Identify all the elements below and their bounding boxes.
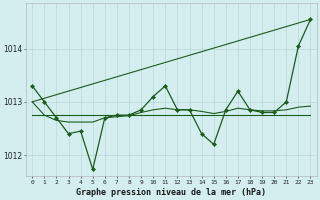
- X-axis label: Graphe pression niveau de la mer (hPa): Graphe pression niveau de la mer (hPa): [76, 188, 266, 197]
